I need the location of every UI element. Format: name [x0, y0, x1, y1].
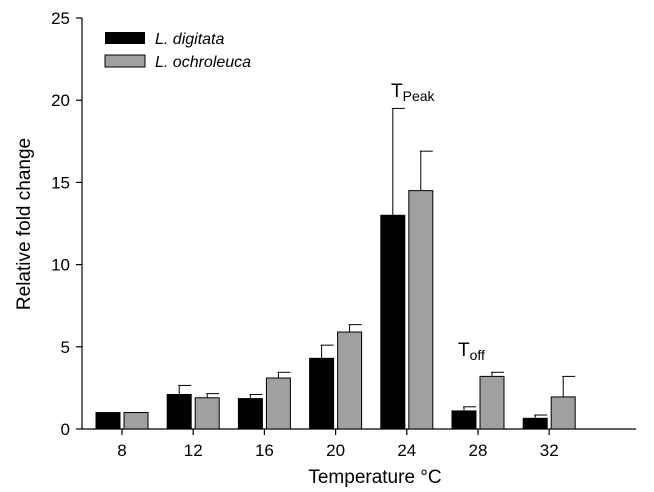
y-tick-label: 10: [51, 256, 70, 275]
legend-label-l-digitata: L. digitata: [155, 31, 224, 48]
legend-swatch-l-digitata: [105, 32, 145, 44]
bar-l-ochroleuca: [337, 331, 363, 430]
x-tick-label: 8: [117, 441, 126, 460]
x-tick-label: 32: [540, 441, 559, 460]
bar-l-ochroleuca: [123, 412, 149, 430]
annotation-t-peak-sub: Peak: [403, 88, 436, 104]
bar-l-ochroleuca: [265, 377, 291, 430]
y-tick-label: 15: [51, 173, 70, 192]
legend-swatch-l-ochroleuca: [104, 54, 146, 68]
bar-l-ochroleuca: [408, 190, 434, 430]
bar-l-digitata: [237, 398, 263, 430]
y-tick-label: 20: [51, 91, 70, 110]
x-tick-label: 24: [397, 441, 416, 460]
x-axis-title: Temperature °C: [308, 467, 441, 488]
y-axis-title: Relative fold change: [14, 138, 35, 310]
annotation-t-off-sub: off: [470, 347, 485, 363]
legend-label-l-ochroleuca: L. ochroleuca: [155, 54, 251, 71]
legend: L. digitata L. ochroleuca: [104, 31, 251, 71]
bar-l-digitata: [166, 393, 192, 430]
x-tick-label: 20: [326, 441, 345, 460]
bar-l-digitata: [309, 357, 335, 430]
y-axis-ticks: 0 5 10 15 20 25: [51, 9, 82, 439]
annotation-t-off-main: T: [458, 340, 470, 361]
y-tick-label: 25: [51, 9, 70, 28]
x-tick-label: 16: [255, 441, 274, 460]
bar-l-digitata: [95, 412, 121, 430]
annotation-t-off: Toff: [458, 340, 485, 363]
y-tick-label: 0: [61, 420, 70, 439]
annotation-t-peak: TPeak: [391, 81, 436, 104]
x-tick-label: 12: [184, 441, 203, 460]
error-bars-group: [178, 107, 576, 419]
bar-l-digitata: [522, 417, 548, 430]
bar-l-ochroleuca: [479, 375, 505, 430]
bars-group: [95, 190, 576, 430]
x-tick-label: 28: [469, 441, 488, 460]
bar-l-ochroleuca: [550, 396, 576, 430]
x-axis-ticks: 8 12 16 20 24 28 32: [117, 429, 559, 460]
bar-l-ochroleuca: [194, 397, 220, 430]
bar-l-digitata: [380, 214, 406, 430]
bar-l-digitata: [451, 410, 477, 430]
y-tick-label: 5: [61, 338, 70, 357]
annotation-t-peak-main: T: [391, 81, 403, 102]
